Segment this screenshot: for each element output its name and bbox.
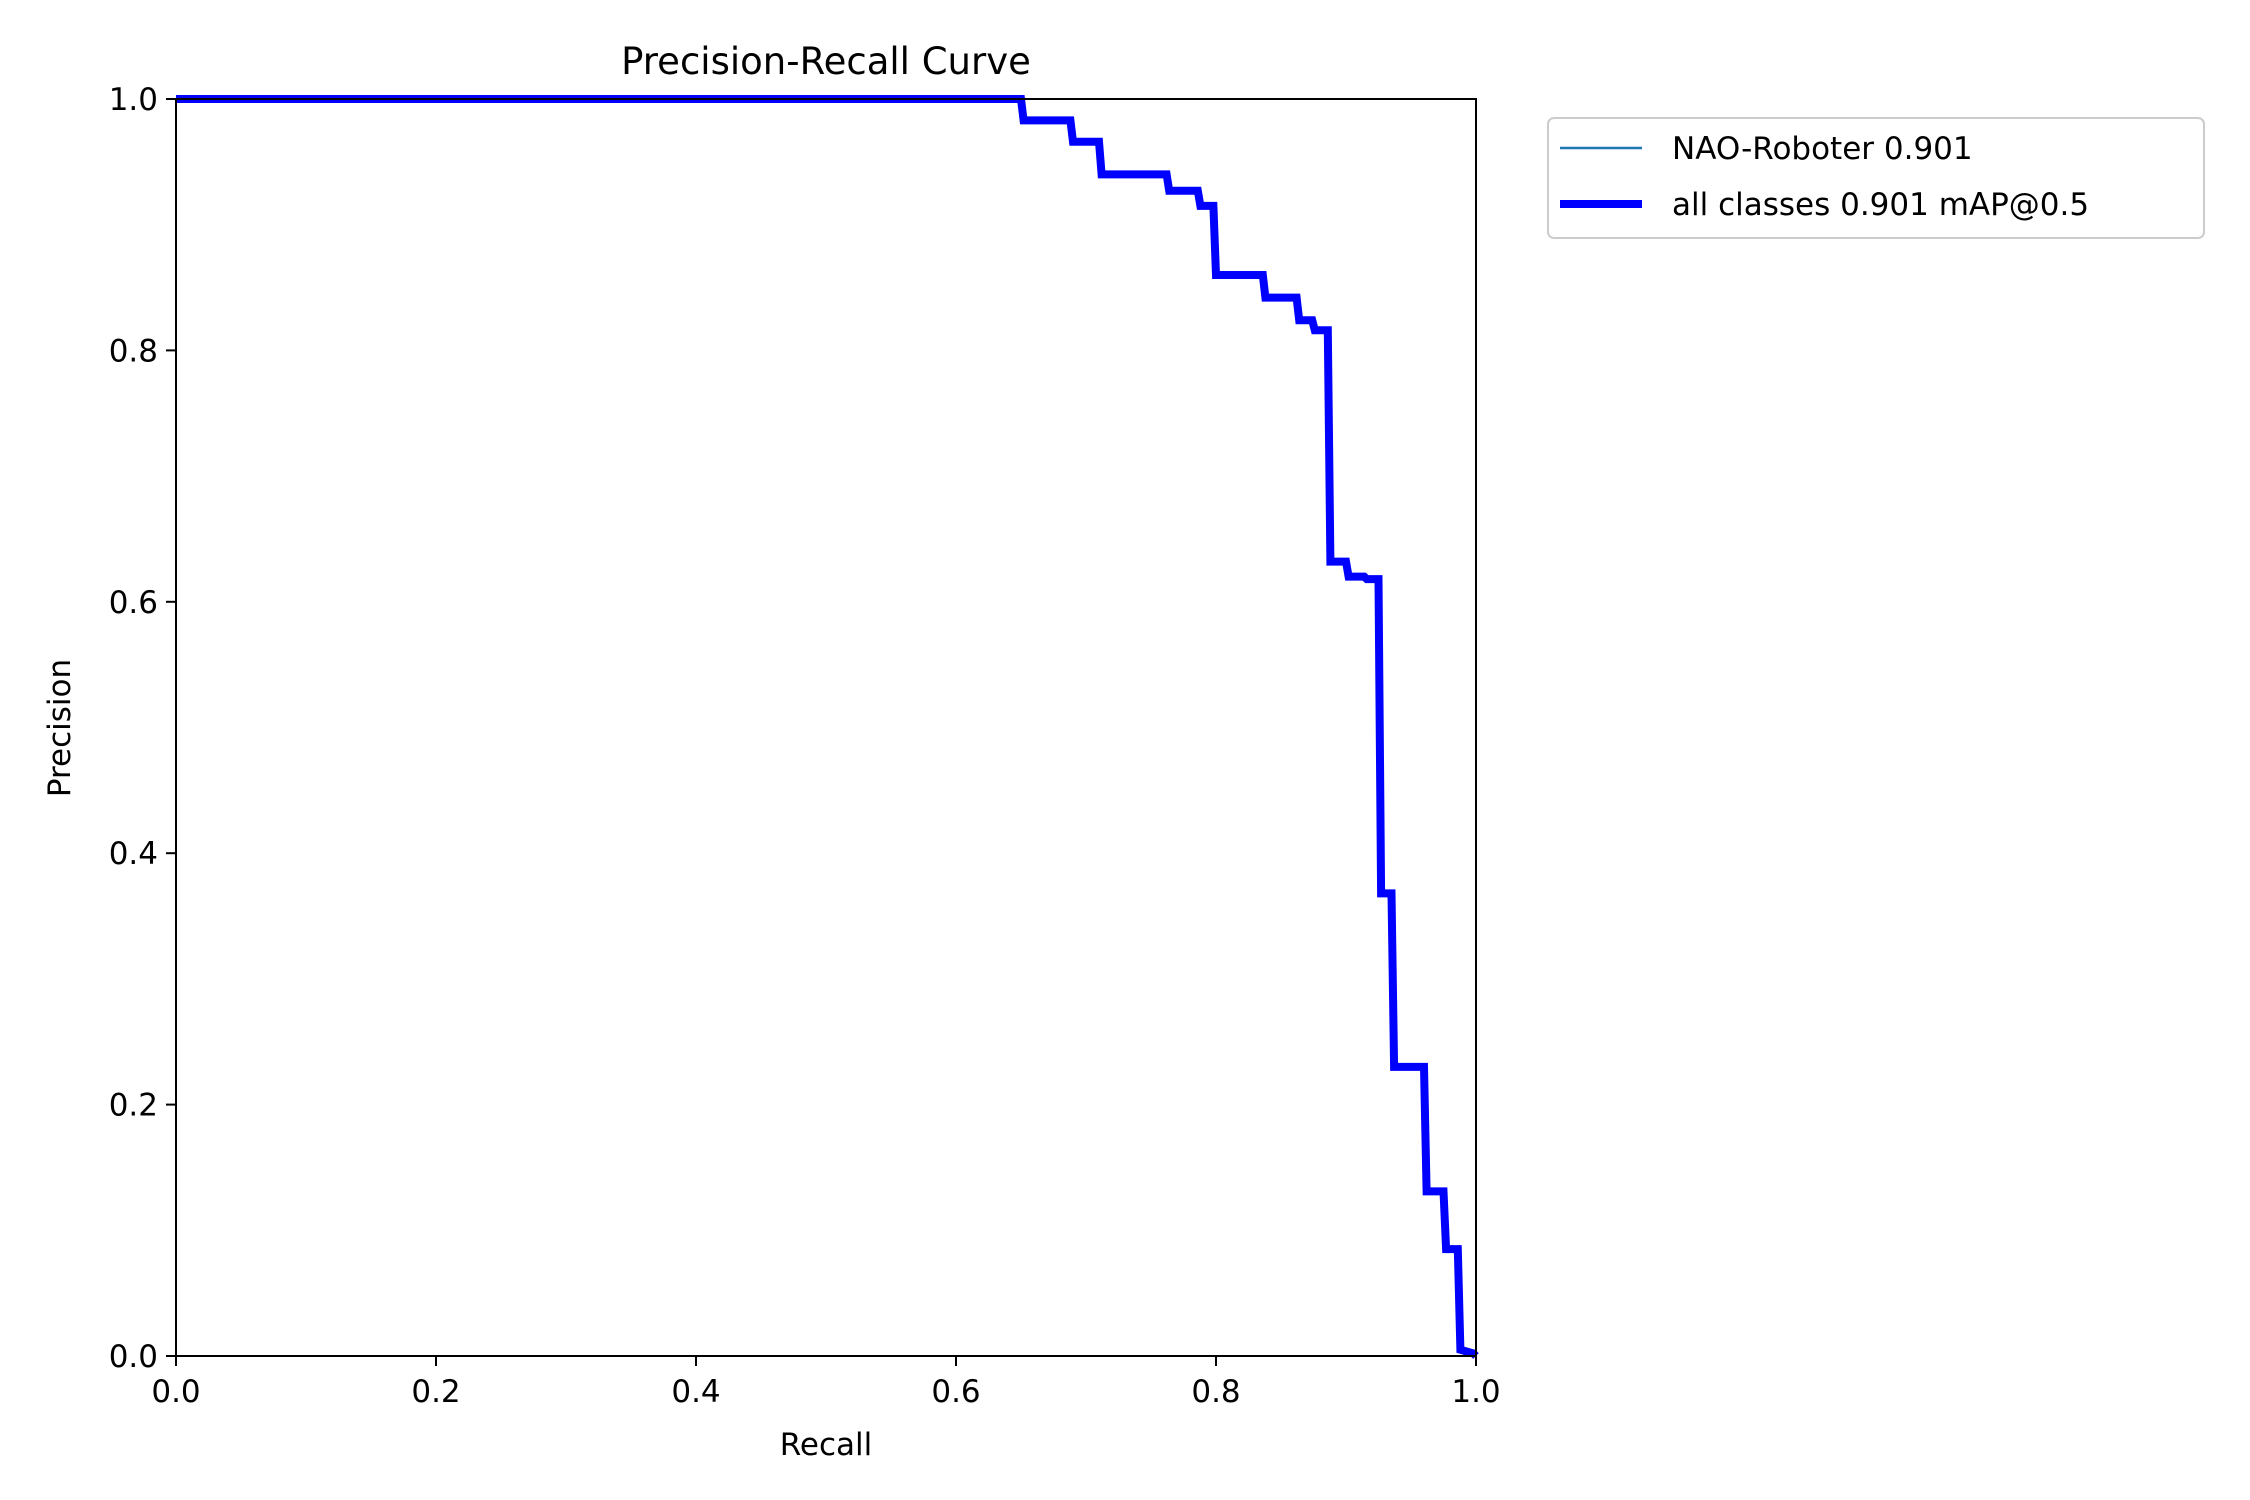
legend-label-1: all classes 0.901 mAP@0.5	[1672, 187, 2089, 223]
x-tick-label: 0.8	[1191, 1374, 1240, 1410]
x-axis-ticks: 0.0 0.2 0.4 0.6 0.8 1.0	[151, 1356, 1501, 1410]
y-axis-label: Precision	[42, 659, 78, 797]
y-tick-label: 0.6	[109, 585, 158, 621]
legend-items: NAO-Roboter 0.901 all classes 0.901 mAP@0…	[1560, 131, 2089, 223]
y-tick-label: 1.0	[109, 82, 158, 118]
legend-box	[1547, 117, 2205, 239]
y-tick-label: 0.4	[109, 836, 158, 872]
series-layer	[176, 95, 1479, 1359]
x-tick-label: 0.0	[151, 1374, 200, 1410]
y-tick-label: 0.2	[109, 1088, 158, 1124]
y-axis-ticks: 0.0 0.2 0.4 0.6 0.8 1.0	[109, 82, 176, 1375]
x-tick-label: 0.4	[671, 1374, 720, 1410]
x-axis-label: Recall	[780, 1427, 873, 1463]
plot-area	[176, 99, 1476, 1356]
x-tick-label: 1.0	[1451, 1374, 1500, 1410]
y-tick-label: 0.8	[109, 333, 158, 369]
chart-title: Precision-Recall Curve	[621, 40, 1031, 83]
x-tick-label: 0.6	[931, 1374, 980, 1410]
series-line-1	[176, 95, 1479, 1359]
legend-label-0: NAO-Roboter 0.901	[1672, 131, 1973, 167]
legend: NAO-Roboter 0.901 all classes 0.901 mAP@0…	[1547, 117, 2205, 239]
plot-frame	[175, 98, 1477, 1357]
x-tick-label: 0.2	[411, 1374, 460, 1410]
y-tick-label: 0.0	[109, 1339, 158, 1375]
